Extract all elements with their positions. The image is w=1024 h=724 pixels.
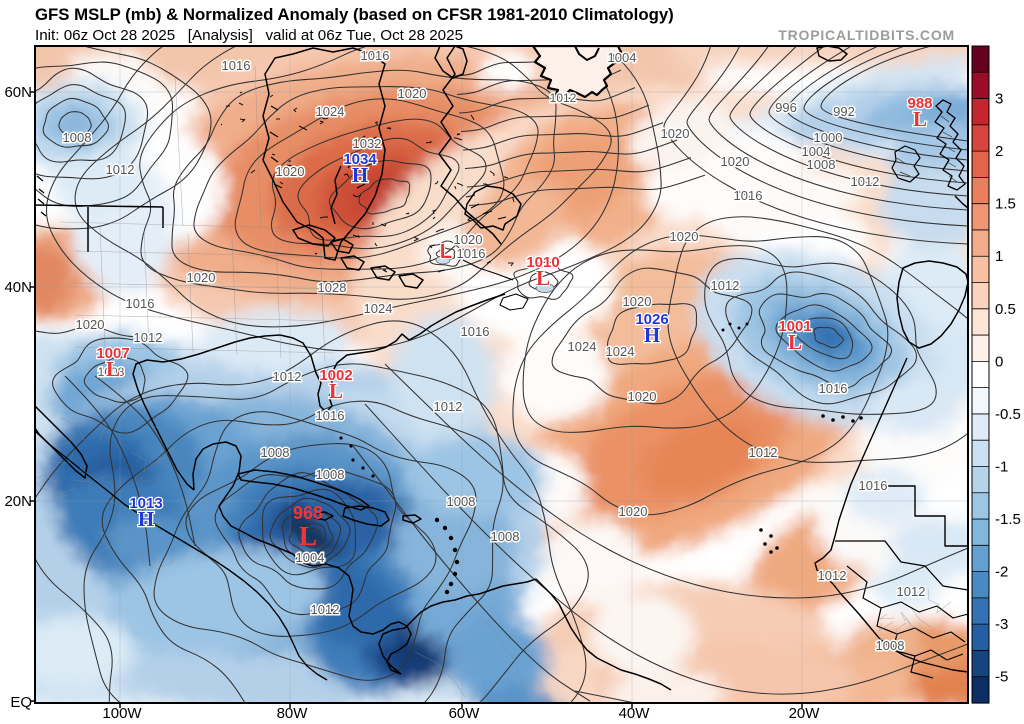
svg-text:1020: 1020 <box>187 270 216 285</box>
svg-text:1008: 1008 <box>447 494 476 509</box>
svg-text:1020: 1020 <box>276 164 305 179</box>
svg-text:1004: 1004 <box>802 144 831 159</box>
svg-text:1008: 1008 <box>876 638 905 653</box>
svg-text:1032: 1032 <box>353 136 382 151</box>
svg-text:3: 3 <box>995 91 1003 108</box>
svg-text:-3: -3 <box>995 616 1008 633</box>
svg-text:1012: 1012 <box>897 584 926 599</box>
svg-text:1008: 1008 <box>316 467 345 482</box>
svg-text:L: L <box>329 379 343 403</box>
svg-text:1012: 1012 <box>711 278 740 293</box>
svg-text:1020: 1020 <box>76 317 105 332</box>
svg-text:1016: 1016 <box>222 58 251 73</box>
svg-text:1008: 1008 <box>261 445 290 460</box>
svg-text:1016: 1016 <box>461 324 490 339</box>
svg-text:1: 1 <box>995 248 1003 265</box>
svg-text:1008: 1008 <box>63 130 92 145</box>
svg-text:1001: 1001 <box>778 318 811 335</box>
svg-text:1020: 1020 <box>398 86 427 101</box>
svg-text:L: L <box>440 241 452 263</box>
svg-text:1012: 1012 <box>851 174 880 189</box>
svg-text:-5: -5 <box>995 669 1008 686</box>
svg-text:L: L <box>913 107 927 131</box>
svg-text:1020: 1020 <box>661 126 690 141</box>
svg-text:0: 0 <box>995 353 1003 370</box>
svg-text:1010: 1010 <box>526 254 559 271</box>
svg-text:1012: 1012 <box>434 399 463 414</box>
svg-text:L: L <box>536 266 550 290</box>
svg-text:L: L <box>106 357 120 381</box>
svg-text:-0.5: -0.5 <box>995 406 1021 423</box>
svg-text:1012: 1012 <box>106 162 135 177</box>
svg-text:992: 992 <box>833 104 855 119</box>
svg-text:H: H <box>352 163 368 187</box>
svg-text:1024: 1024 <box>364 301 393 316</box>
svg-text:1012: 1012 <box>311 602 340 617</box>
svg-text:1012: 1012 <box>134 330 163 345</box>
svg-text:H: H <box>138 507 154 531</box>
svg-text:1026: 1026 <box>635 311 668 328</box>
svg-text:996: 996 <box>775 100 797 115</box>
svg-text:1028: 1028 <box>318 280 347 295</box>
svg-text:1020: 1020 <box>623 294 652 309</box>
svg-text:-1.5: -1.5 <box>995 511 1021 528</box>
svg-text:1020: 1020 <box>721 154 750 169</box>
svg-text:H: H <box>644 323 660 347</box>
svg-text:2: 2 <box>995 143 1003 160</box>
svg-text:1012: 1012 <box>273 369 302 384</box>
svg-text:1012: 1012 <box>550 91 577 105</box>
svg-text:1020: 1020 <box>454 232 483 247</box>
svg-text:1012: 1012 <box>749 445 778 460</box>
svg-text:1020: 1020 <box>628 389 657 404</box>
svg-text:1008: 1008 <box>491 529 520 544</box>
svg-text:-1: -1 <box>995 459 1008 476</box>
svg-text:1016: 1016 <box>361 48 390 63</box>
svg-text:1007: 1007 <box>96 345 129 362</box>
svg-text:1024: 1024 <box>606 344 635 359</box>
svg-text:1016: 1016 <box>316 408 345 423</box>
svg-text:1016: 1016 <box>734 188 763 203</box>
svg-text:1016: 1016 <box>457 246 486 261</box>
svg-text:1004: 1004 <box>296 550 325 565</box>
svg-text:1020: 1020 <box>670 229 699 244</box>
svg-text:L: L <box>299 521 317 551</box>
svg-text:0.5: 0.5 <box>995 301 1016 318</box>
svg-text:1034: 1034 <box>343 151 377 168</box>
svg-text:1016: 1016 <box>859 478 888 493</box>
svg-text:1024: 1024 <box>568 339 597 354</box>
svg-text:-2: -2 <box>995 564 1008 581</box>
svg-text:1012: 1012 <box>818 568 847 583</box>
svg-text:1013: 1013 <box>129 495 162 512</box>
svg-text:988: 988 <box>907 95 932 112</box>
svg-text:1002: 1002 <box>319 367 352 384</box>
svg-text:1004: 1004 <box>608 50 637 65</box>
svg-text:1008: 1008 <box>807 157 836 172</box>
svg-text:L: L <box>788 330 802 354</box>
svg-text:1016: 1016 <box>819 381 848 396</box>
svg-text:1.5: 1.5 <box>995 196 1016 213</box>
svg-text:1000: 1000 <box>814 130 843 145</box>
svg-text:1008: 1008 <box>98 365 125 379</box>
svg-text:1024: 1024 <box>316 104 345 119</box>
svg-text:1016: 1016 <box>126 296 155 311</box>
svg-text:1020: 1020 <box>619 504 648 519</box>
svg-text:968: 968 <box>293 503 323 523</box>
